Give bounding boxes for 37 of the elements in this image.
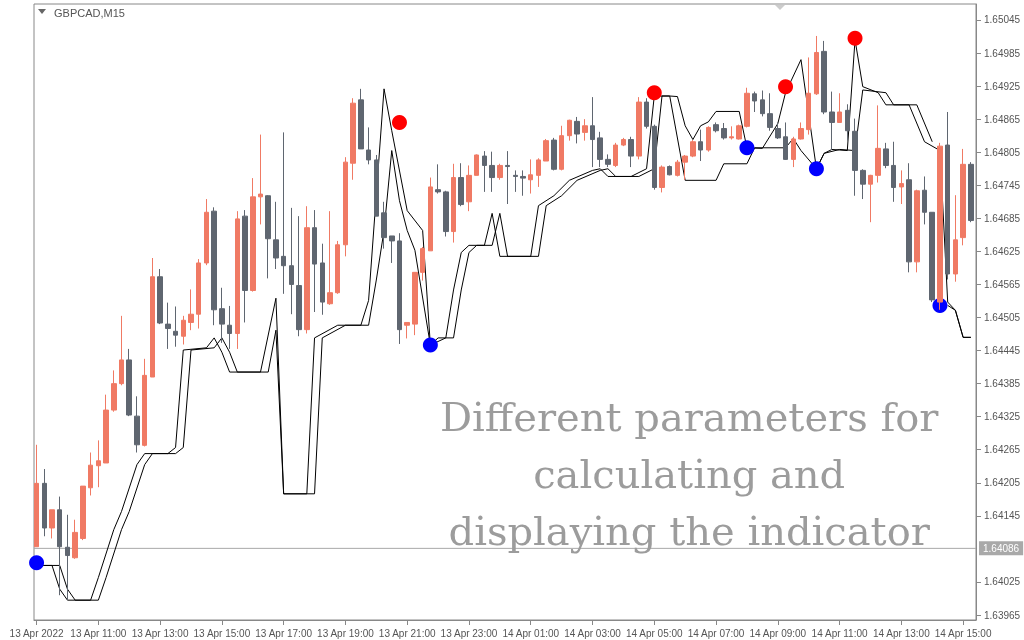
x-tick-label: 14 Apr 07:00 [687, 627, 745, 639]
y-tick-label: 1.64385 [984, 378, 1021, 390]
y-tick-label: 1.64025 [984, 576, 1021, 588]
y-tick-label: 1.64445 [984, 345, 1021, 357]
y-tick-label: 1.63965 [984, 609, 1021, 621]
x-tick-label: 13 Apr 2022 [9, 627, 64, 639]
ref-line-label: 1.64086 [983, 542, 1020, 554]
x-tick-label: 14 Apr 11:00 [811, 627, 869, 639]
annotation: Different parameters for calculating and displaying the indicator [440, 393, 940, 554]
x-tick-label: 13 Apr 23:00 [440, 627, 498, 639]
chart-title: GBPCAD,M15 [54, 6, 125, 19]
x-tick-label: 14 Apr 05:00 [625, 627, 684, 639]
y-tick-label: 1.64325 [984, 411, 1021, 423]
x-tick-label: 14 Apr 01:00 [502, 627, 560, 639]
x-tick-label: 13 Apr 21:00 [378, 627, 436, 639]
y-tick-label: 1.64565 [984, 278, 1021, 290]
y-tick-label: 1.64205 [984, 477, 1021, 489]
x-tick-label: 14 Apr 13:00 [873, 627, 931, 639]
y-tick-label: 1.64985 [984, 47, 1021, 59]
y-tick-label: 1.64685 [984, 212, 1021, 224]
y-tick-label: 1.64865 [984, 113, 1021, 125]
x-tick-label: 13 Apr 17:00 [255, 627, 313, 639]
y-tick-label: 1.64805 [984, 146, 1021, 158]
y-tick-label: 1.64625 [984, 245, 1021, 257]
y-tick-label: 1.65045 [984, 14, 1021, 26]
x-tick-label: 13 Apr 15:00 [193, 627, 251, 639]
x-tick-label: 13 Apr 13:00 [131, 627, 189, 639]
x-tick-label: 13 Apr 19:00 [317, 627, 375, 639]
y-tick-label: 1.64745 [984, 179, 1021, 191]
y-tick-label: 1.64925 [984, 80, 1021, 92]
y-tick-label: 1.64145 [984, 510, 1021, 522]
x-tick-label: 14 Apr 03:00 [564, 627, 622, 639]
y-tick-label: 1.64265 [984, 444, 1021, 456]
x-tick-label: 14 Apr 15:00 [934, 627, 992, 639]
x-tick-label: 14 Apr 09:00 [749, 627, 807, 639]
x-tick-label: 13 Apr 11:00 [70, 627, 127, 639]
y-tick-label: 1.64505 [984, 312, 1021, 324]
